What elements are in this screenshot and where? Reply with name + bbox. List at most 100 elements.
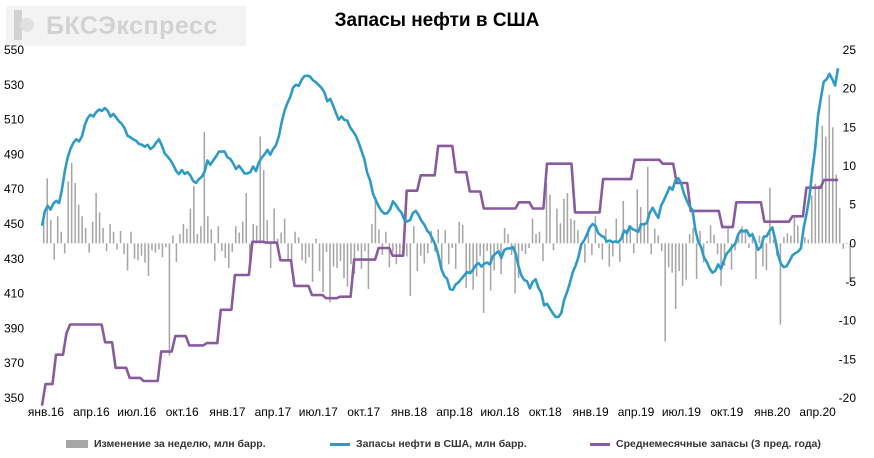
weekly-change-bar [182, 224, 185, 244]
weekly-change-bar [653, 228, 656, 244]
weekly-change-bar [371, 224, 373, 244]
weekly-change-bar [591, 243, 593, 255]
x-axis-tick-label: окт.17 [347, 405, 380, 419]
weekly-change-bar [440, 243, 443, 271]
weekly-change-bar [290, 243, 293, 262]
x-axis-tick-label: янв.16 [28, 405, 65, 419]
weekly-change-bar [105, 243, 108, 252]
weekly-change-bar [262, 169, 265, 244]
weekly-change-bar [203, 131, 206, 244]
weekly-change-bar [451, 243, 453, 248]
left-axis-tick-label: 410 [4, 287, 24, 301]
weekly-change-bar [831, 127, 834, 244]
x-axis-tick-label: апр.18 [436, 405, 473, 419]
weekly-change-bar [158, 243, 160, 250]
legend-line-swatch-stocks [330, 442, 350, 446]
weekly-change-bar [301, 243, 303, 261]
weekly-change-bar [423, 243, 426, 264]
weekly-change-bar [189, 208, 192, 244]
weekly-change-bar [734, 243, 736, 251]
x-axis-tick-label: апр.20 [799, 405, 836, 419]
weekly-change-bar [224, 243, 227, 259]
weekly-change-bar [49, 220, 52, 244]
weekly-change-bar [53, 243, 55, 260]
weekly-change-bar [339, 243, 342, 262]
weekly-change-bar [112, 231, 115, 244]
weekly-change-bar [629, 227, 632, 244]
weekly-change-bar [172, 235, 174, 244]
weekly-change-bar [465, 243, 467, 289]
weekly-change-bar [556, 208, 558, 244]
right-axis-tick-label: 0 [849, 236, 856, 250]
x-axis-tick-label: апр.19 [618, 405, 655, 419]
weekly-change-bar [601, 243, 604, 260]
weekly-change-bar [730, 243, 733, 270]
weekly-change-bar [241, 221, 244, 244]
weekly-change-bar [322, 243, 324, 293]
weekly-change-bar [552, 243, 555, 251]
weekly-change-bar [427, 243, 429, 254]
x-axis-tick-label: окт.19 [710, 405, 743, 419]
weekly-change-bar [835, 174, 838, 244]
weekly-change-bar [650, 243, 652, 255]
left-axis-tick-label: 370 [4, 356, 24, 370]
weekly-change-bar [594, 216, 597, 244]
weekly-change-bar [420, 243, 422, 256]
right-axis-tick-label: -10 [839, 314, 857, 328]
weekly-change-bar [77, 204, 80, 244]
weekly-change-bar [814, 183, 817, 244]
weekly-change-bar [790, 235, 792, 244]
weekly-change-bar [786, 233, 789, 244]
weekly-change-bar [255, 225, 258, 244]
left-axis-tick-label: 470 [4, 182, 24, 196]
weekly-change-bar [221, 243, 223, 252]
oil-stocks-line [40, 68, 840, 319]
x-axis-tick-label: июл.16 [117, 405, 156, 419]
weekly-change-bar [842, 243, 844, 249]
weekly-change-bar [664, 243, 666, 342]
weekly-change-bar [336, 243, 338, 269]
weekly-change-bar [475, 243, 478, 277]
x-axis-tick-label: июл.18 [480, 405, 519, 419]
weekly-change-bar [737, 232, 740, 244]
weekly-change-bar [123, 243, 125, 255]
weekly-change-bar [811, 195, 813, 244]
weekly-change-bar [416, 243, 419, 272]
weekly-change-bar [91, 221, 94, 244]
weekly-change-bar [849, 243, 851, 282]
weekly-change-bar [437, 229, 440, 244]
left-axis-tick-label: 450 [4, 217, 24, 231]
weekly-change-bar [838, 207, 841, 244]
x-axis-tick-label: июл.17 [299, 405, 338, 419]
right-axis-tick-label: 15 [843, 120, 857, 134]
weekly-change-bar [193, 186, 195, 244]
weekly-change-bar [692, 227, 694, 244]
x-axis-tick-label: июл.19 [662, 405, 701, 419]
weekly-change-bar [779, 243, 782, 325]
weekly-change-bar [612, 243, 614, 257]
weekly-change-bar [81, 216, 83, 244]
weekly-change-bar [479, 243, 481, 256]
weekly-change-bar [165, 243, 167, 248]
weekly-change-bar [667, 243, 670, 268]
weekly-change-bar [584, 243, 586, 263]
weekly-change-bar [388, 243, 391, 268]
weekly-change-bar [545, 183, 548, 244]
weekly-change-bar [95, 193, 97, 244]
weekly-change-bar [392, 243, 394, 252]
weekly-change-bar [210, 229, 213, 244]
right-axis-tick-label: -15 [839, 352, 857, 366]
weekly-change-bar [109, 224, 111, 244]
legend-label-weekly-change: Изменение за неделю, млн барр. [94, 438, 266, 450]
weekly-change-bar [482, 243, 485, 313]
weekly-change-bar [364, 243, 366, 252]
weekly-change-bar [214, 243, 216, 262]
weekly-change-bar [433, 243, 436, 252]
weekly-change-bar [154, 243, 157, 253]
weekly-change-bar [228, 243, 230, 269]
weekly-change-bar [758, 235, 761, 244]
logo: БКСЭкспресс [6, 6, 246, 46]
weekly-change-bar [283, 218, 286, 244]
legend-bar-swatch [66, 440, 88, 448]
weekly-change-bar [360, 243, 363, 269]
